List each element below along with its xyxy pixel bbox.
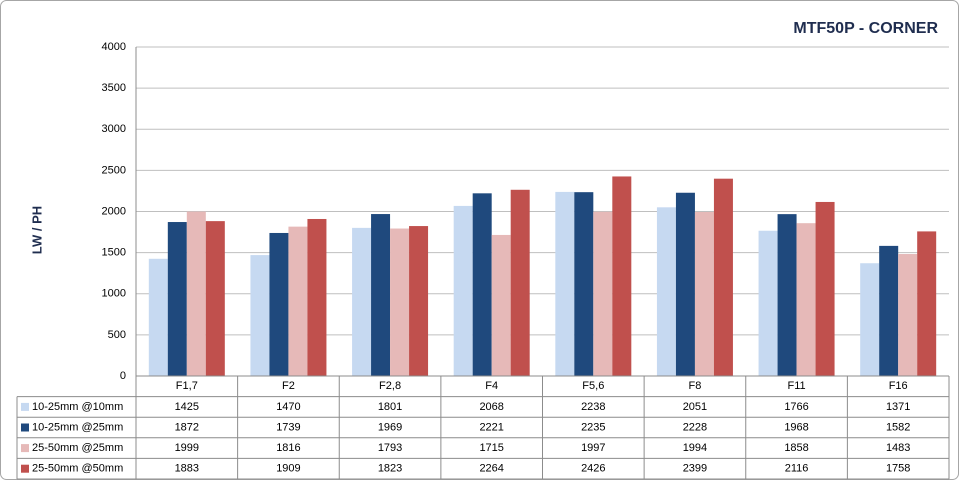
legend-label: 10-25mm @25mm <box>32 421 123 433</box>
bar <box>879 245 899 376</box>
bar <box>472 193 492 376</box>
bar <box>453 205 473 376</box>
table-cell: 2235 <box>581 421 605 433</box>
y-tick-label: 3500 <box>102 82 126 94</box>
bar <box>758 230 778 376</box>
y-axis-label: LW / PH <box>29 206 44 254</box>
bar <box>612 176 632 376</box>
bar <box>777 214 797 376</box>
table-cell: 2051 <box>683 401 707 413</box>
y-tick-label: 4000 <box>102 41 126 53</box>
table-cell: 1470 <box>276 401 300 413</box>
bar <box>352 227 372 376</box>
bar <box>269 232 289 376</box>
bar <box>574 192 594 376</box>
table-cell: 1999 <box>175 442 199 454</box>
bar <box>917 231 937 376</box>
table-cell: 1793 <box>378 442 402 454</box>
bar <box>205 221 225 376</box>
bar <box>409 226 429 376</box>
bar <box>491 234 511 376</box>
table-cell: 1858 <box>784 442 808 454</box>
y-tick-label: 1000 <box>102 288 126 300</box>
bar <box>390 228 410 376</box>
table-cell: 1994 <box>683 442 707 454</box>
legend-key <box>21 423 29 432</box>
table-cell: 1909 <box>276 463 300 475</box>
y-tick-label: 0 <box>120 370 126 382</box>
table-cell: 1823 <box>378 463 402 475</box>
bar <box>694 211 714 376</box>
chart-title: MTF50P - CORNER <box>793 20 938 37</box>
table-cell: 1997 <box>581 442 605 454</box>
table-cell: 2238 <box>581 401 605 413</box>
table-cell: 2264 <box>479 463 503 475</box>
bar <box>288 226 308 376</box>
table-cell: 2116 <box>785 463 809 475</box>
legend-key <box>21 464 29 473</box>
x-tick-label: F16 <box>889 380 908 392</box>
table-cell: 1816 <box>276 442 300 454</box>
bar <box>898 254 918 376</box>
bar <box>250 255 270 376</box>
bar <box>815 201 835 376</box>
table-cell: 1371 <box>886 401 910 413</box>
table-cell: 1758 <box>886 463 910 475</box>
y-tick-label: 2500 <box>102 164 126 176</box>
bar <box>510 189 530 376</box>
table-cell: 1969 <box>378 421 402 433</box>
bar <box>675 192 695 376</box>
y-tick-label: 1500 <box>102 247 126 259</box>
bar <box>148 258 168 376</box>
table-cell: 2221 <box>479 421 503 433</box>
legend-label: 10-25mm @10mm <box>32 401 123 413</box>
table-cell: 1582 <box>886 421 910 433</box>
table-cell: 1483 <box>886 442 910 454</box>
x-tick-label: F11 <box>787 380 805 392</box>
table-cell: 1715 <box>479 442 503 454</box>
bar <box>186 211 206 376</box>
y-tick-label: 500 <box>108 329 126 341</box>
bar <box>167 222 187 376</box>
table-cell: 2426 <box>581 463 605 475</box>
y-tick-label: 2000 <box>102 205 126 217</box>
x-tick-label: F5,6 <box>582 380 604 392</box>
table-cell: 1968 <box>784 421 808 433</box>
bar <box>307 218 327 376</box>
table-cell: 2068 <box>479 401 503 413</box>
x-tick-label: F8 <box>689 380 702 392</box>
x-tick-label: F4 <box>485 380 498 392</box>
table-cell: 2399 <box>683 463 707 475</box>
legend-key <box>21 402 29 411</box>
legend-label: 25-50mm @50mm <box>32 463 123 475</box>
legend-label: 25-50mm @25mm <box>32 442 123 454</box>
x-tick-label: F2 <box>282 380 295 392</box>
x-tick-label: F1,7 <box>176 380 198 392</box>
table-cell: 1739 <box>276 421 300 433</box>
bar <box>371 214 391 376</box>
table-cell: 1801 <box>378 401 402 413</box>
bar <box>713 178 733 376</box>
table-cell: 1766 <box>784 401 808 413</box>
table-cell: 2228 <box>683 421 707 433</box>
bar <box>593 211 613 376</box>
table-cell: 1425 <box>175 401 199 413</box>
bar <box>656 207 676 376</box>
table-cell: 1872 <box>175 421 199 433</box>
legend-key <box>21 444 29 453</box>
y-tick-label: 3000 <box>102 123 126 135</box>
bar <box>796 223 816 376</box>
bar <box>555 191 575 376</box>
x-tick-label: F2,8 <box>379 380 401 392</box>
bar <box>860 263 880 376</box>
table-cell: 1883 <box>175 463 199 475</box>
